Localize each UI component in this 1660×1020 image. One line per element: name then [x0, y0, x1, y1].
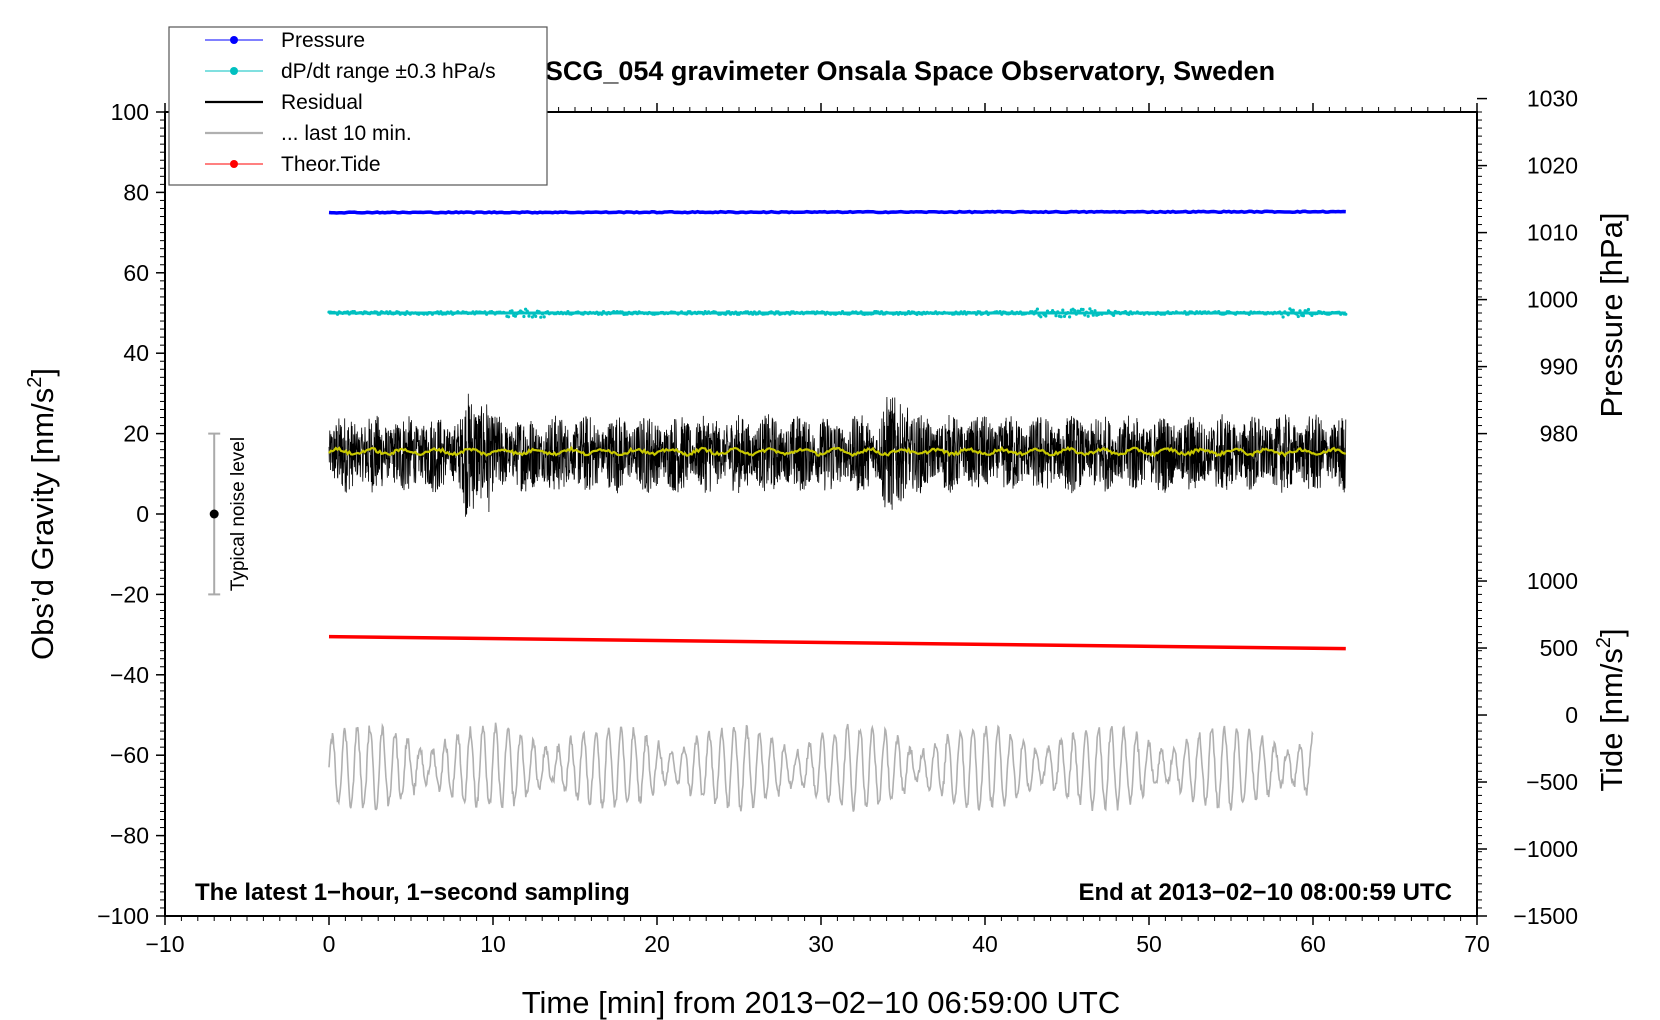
legend-label: dP/dt range ±0.3 hPa/s: [281, 60, 496, 83]
y-tick-label: 0: [136, 501, 149, 527]
noise-bar-center: [209, 509, 219, 519]
y-tick-label: −100: [97, 903, 149, 929]
y-axis-tide-title: Tide [nm/s2]: [1593, 628, 1629, 791]
dpdt-point: [1044, 314, 1048, 318]
pressure-tick-label: 1000: [1527, 287, 1578, 313]
y-tick-label: 60: [123, 260, 149, 286]
x-tick-label: 50: [1136, 931, 1162, 957]
note-sampling: The latest 1−hour, 1−second sampling: [195, 879, 630, 906]
legend-label: Pressure: [281, 29, 365, 52]
dpdt-point: [530, 315, 535, 319]
dpdt-point: [1081, 307, 1085, 312]
dpdt-point: [1059, 315, 1063, 319]
dpdt-point: [507, 315, 511, 319]
series-dpdt: [327, 307, 1348, 319]
series-pressure: [328, 209, 1346, 215]
y-tick-label: 100: [111, 99, 149, 125]
legend-label: ... last 10 min.: [281, 122, 412, 145]
x-tick-label: 60: [1300, 931, 1326, 957]
y-axis-pressure-title: Pressure [hPa]: [1594, 212, 1629, 417]
y-axis-left: −100 −80 −60 −40 −20 0 20 40 60 80 100: [97, 99, 165, 929]
dpdt-point: [1301, 314, 1305, 318]
y-axis-left-title: Obs’d Gravity [nm/s2]: [24, 368, 60, 660]
series-last-10-min: [328, 722, 1314, 812]
x-tick-label: −10: [145, 931, 184, 957]
noise-bar-label: Typical noise level: [228, 437, 249, 591]
dpdt-point: [1112, 313, 1116, 317]
x-axis-title: Time [min] from 2013−02−10 06:59:00 UTC: [522, 985, 1121, 1020]
y-axis-pressure: 980 990 1000 1010 1020 1030: [1477, 86, 1578, 447]
pressure-tick-label: 1030: [1527, 86, 1578, 112]
series-theoretical-tide: [328, 634, 1346, 651]
tide-tick-label: 500: [1540, 635, 1578, 661]
dpdt-point: [513, 314, 518, 318]
series-residual: [328, 393, 1347, 517]
dpdt-point: [522, 314, 526, 319]
y-tick-label: 40: [123, 340, 149, 366]
dpdt-point: [1054, 314, 1058, 318]
y-tick-label: 80: [123, 179, 149, 205]
chart-title: SCG_054 gravimeter Onsala Space Observat…: [545, 56, 1275, 86]
legend-marker: [230, 36, 238, 44]
tide-tick-label: 0: [1565, 702, 1578, 728]
y-tick-label: −40: [110, 662, 149, 688]
dpdt-point: [1291, 308, 1295, 312]
x-tick-label: 40: [972, 931, 998, 957]
pressure-tick-label: 980: [1540, 421, 1578, 447]
series-layer: [327, 209, 1348, 812]
x-tick-label: 70: [1464, 931, 1490, 957]
y-tick-label: −60: [110, 742, 149, 768]
dpdt-point: [539, 315, 543, 319]
dpdt-point: [1296, 314, 1300, 319]
tide-tick-label: −1500: [1513, 903, 1578, 929]
dpdt-point: [534, 314, 538, 318]
tide-tick-label: −1000: [1513, 836, 1578, 862]
legend-label: Theor.Tide: [281, 153, 381, 176]
dpdt-point: [542, 315, 546, 319]
dpdt-point: [1039, 315, 1043, 319]
tide-tick-label: 1000: [1527, 568, 1578, 594]
pressure-tick-label: 1010: [1527, 220, 1578, 246]
y-tick-label: 20: [123, 421, 149, 447]
x-tick-label: 30: [808, 931, 834, 957]
dpdt-point: [1281, 315, 1285, 319]
legend-marker: [230, 160, 238, 168]
dpdt-point: [1035, 307, 1039, 311]
pressure-tick-label: 990: [1540, 354, 1578, 380]
x-tick-label: 20: [644, 931, 670, 957]
dpdt-point: [1086, 314, 1090, 318]
tide-tick-label: −500: [1526, 769, 1578, 795]
x-tick-label: 10: [480, 931, 506, 957]
x-tick-label: 0: [323, 931, 336, 957]
x-axis: −10 0 10 20 30 40 50 60 70: [145, 103, 1490, 957]
pressure-tick-label: 1020: [1527, 153, 1578, 179]
noise-bar: Typical noise level: [208, 432, 249, 596]
dpdt-point: [1306, 307, 1311, 312]
note-end-time: End at 2013−02−10 08:00:59 UTC: [1078, 879, 1452, 906]
dpdt-point: [1061, 308, 1065, 312]
y-tick-label: −20: [110, 581, 149, 607]
dpdt-point: [1088, 307, 1092, 311]
minor-ticks: [160, 107, 1482, 921]
dpdt-point: [527, 314, 531, 318]
legend-box: [168, 26, 548, 186]
legend-marker: [230, 67, 238, 75]
dpdt-point: [1062, 314, 1067, 318]
y-tick-label: −80: [110, 823, 149, 849]
legend: Pressure dP/dt range ±0.3 hPa/s Residual..…: [168, 26, 548, 186]
y-axis-tide: −1500 −1000 −500 0 500 1000: [1477, 568, 1578, 929]
series-running-mean: [328, 445, 1347, 458]
dpdt-point: [1068, 315, 1072, 319]
legend-label: Residual: [281, 91, 363, 114]
dpdt-point: [1073, 309, 1077, 313]
